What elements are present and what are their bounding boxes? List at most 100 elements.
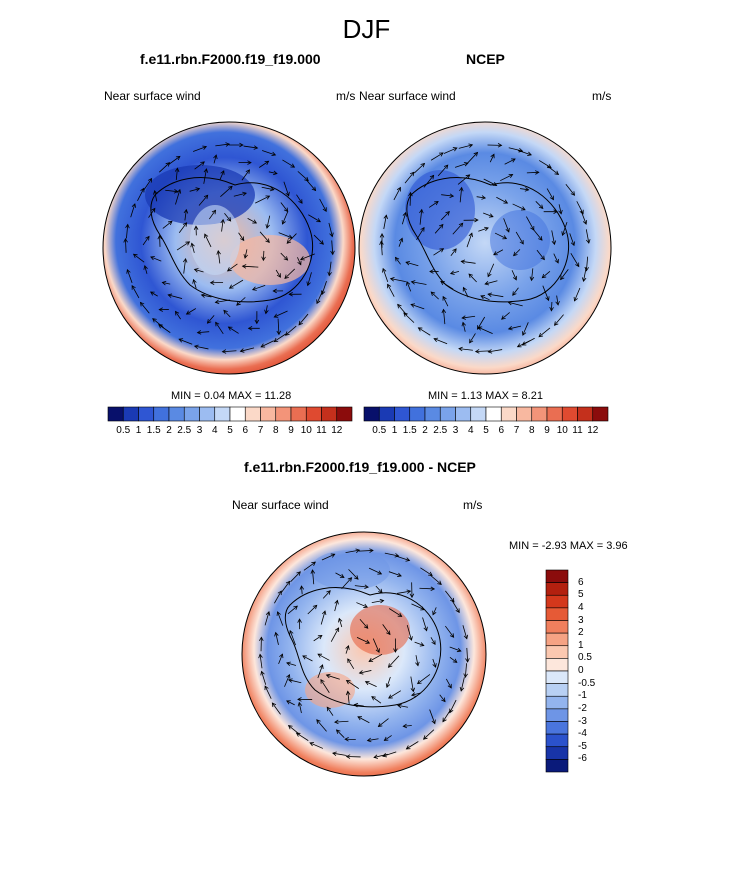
wind-arrow	[466, 233, 473, 248]
wind-arrow	[517, 150, 532, 156]
wind-arrow	[158, 162, 170, 173]
wind-arrow-head	[254, 319, 260, 325]
wind-arrow	[536, 249, 545, 260]
wind-arrow	[388, 690, 402, 699]
wind-arrow	[432, 658, 437, 668]
wind-arrow	[387, 284, 395, 297]
wind-arrow-head	[297, 697, 302, 702]
wind-arrow-head	[584, 266, 589, 272]
wind-arrow	[335, 572, 345, 578]
wind-arrow-head	[225, 142, 231, 147]
wind-vectors-diff	[258, 548, 470, 759]
wind-arrow	[403, 725, 412, 727]
wind-arrow	[162, 282, 171, 285]
wind-arrow	[442, 709, 451, 722]
wind-vectors-ncep	[379, 143, 591, 354]
wind-arrow-head	[480, 295, 485, 300]
variable-label-model: Near surface wind	[104, 89, 201, 103]
wind-arrow	[450, 270, 460, 275]
wind-arrow-head	[302, 655, 307, 660]
wind-arrow	[297, 257, 302, 265]
wind-arrow-head	[393, 648, 398, 653]
wind-arrow	[368, 567, 382, 575]
wind-arrow	[259, 231, 270, 243]
wind-arrow-head	[488, 213, 494, 218]
wind-arrow	[272, 702, 281, 715]
wind-arrow	[203, 168, 207, 184]
wind-arrow	[397, 304, 408, 316]
wind-arrow-head	[276, 273, 281, 278]
wind-arrow-head	[182, 257, 188, 263]
wind-arrow-head	[371, 696, 376, 701]
wind-arrow-head	[335, 627, 340, 632]
wind-arrow	[522, 322, 529, 336]
wind-arrow	[300, 253, 315, 260]
wind-arrow	[280, 252, 288, 261]
wind-arrow	[558, 204, 562, 214]
wind-arrow	[194, 161, 205, 170]
colorbar-tick-label: 2	[166, 425, 172, 436]
wind-arrow	[365, 681, 377, 688]
wind-arrow-head	[575, 262, 580, 268]
wind-arrow-head	[383, 214, 388, 220]
wind-arrow-head	[450, 597, 455, 603]
wind-arrow	[346, 680, 359, 689]
wind-arrow	[280, 581, 290, 593]
wind-arrow-head	[481, 195, 487, 200]
wind-arrow-head	[209, 280, 215, 285]
wind-arrow-head	[538, 332, 544, 338]
colorbar-swatch	[229, 406, 246, 422]
wind-arrow-head	[298, 320, 303, 326]
wind-arrow-head	[309, 742, 315, 747]
wind-arrow-head	[553, 321, 559, 326]
wind-arrow-head	[347, 577, 353, 582]
colorbar-swatch	[545, 746, 569, 760]
wind-arrow	[494, 232, 507, 240]
wind-arrow	[450, 248, 457, 257]
wind-arrow-head	[204, 233, 209, 239]
wind-arrow	[359, 670, 372, 674]
wind-arrow-head	[259, 636, 264, 642]
wind-arrow	[219, 170, 225, 180]
wind-arrow	[262, 150, 276, 156]
wind-arrow-head	[449, 633, 455, 638]
wind-arrow-head	[316, 299, 321, 305]
wind-arrow-head	[501, 315, 506, 320]
wind-arrow	[126, 224, 129, 239]
wind-arrow-head	[434, 201, 439, 206]
wind-arrow	[152, 318, 164, 328]
wind-arrow-head	[463, 634, 469, 640]
wind-arrow	[576, 201, 584, 214]
wind-arrow-head	[236, 301, 241, 306]
wind-arrow	[178, 222, 187, 234]
wind-arrow-head	[487, 349, 493, 354]
colorbar-tick-label: 12	[587, 425, 599, 436]
wind-arrow	[367, 738, 379, 741]
wind-arrow-head	[387, 663, 393, 668]
wind-arrow	[204, 233, 212, 248]
wind-arrow	[520, 188, 529, 191]
wind-arrow-head	[123, 237, 128, 243]
wind-arrow	[255, 195, 270, 204]
wind-arrow	[326, 674, 340, 680]
wind-arrow-head	[131, 203, 137, 208]
colorbar-tick-label: 6	[578, 576, 584, 588]
wind-arrow	[373, 753, 388, 758]
wind-arrow-head	[286, 239, 292, 244]
wind-arrow-head	[385, 683, 391, 689]
wind-arrow	[508, 147, 523, 152]
wind-arrow	[512, 203, 526, 211]
colorbar-tick-label: 9	[544, 425, 550, 436]
polar-map-ncep	[358, 121, 612, 375]
wind-arrow	[320, 679, 330, 693]
wind-arrow-head	[258, 653, 263, 659]
wind-arrow	[432, 607, 437, 615]
wind-arrow-head	[185, 241, 191, 246]
wind-arrow	[451, 600, 460, 613]
wind-arrow-head	[439, 248, 445, 253]
wind-arrow-head	[316, 719, 321, 724]
wind-arrow	[357, 716, 370, 724]
wind-arrow-head	[345, 754, 351, 759]
wind-arrow-head	[513, 251, 518, 257]
